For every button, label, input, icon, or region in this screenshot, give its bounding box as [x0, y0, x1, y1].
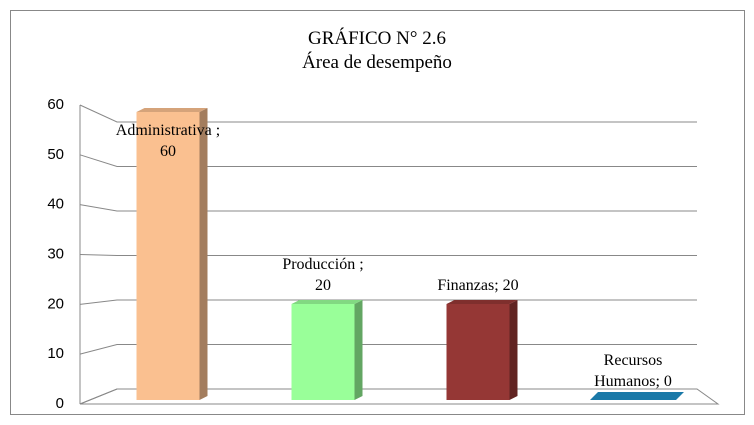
bar-side: [354, 300, 363, 400]
bar-top: [446, 300, 518, 304]
chart-subtitle: Área de desempeño: [302, 52, 452, 73]
y-tick-label: 20: [47, 295, 64, 312]
bar-top: [291, 300, 363, 304]
grid-line: [79, 254, 697, 256]
bar-top: [136, 108, 208, 112]
bar: [136, 112, 200, 400]
grid-line: [79, 154, 697, 167]
bar-side: [509, 300, 518, 400]
data-label: Finanzas; 20: [437, 277, 519, 294]
bar: [291, 304, 355, 400]
bar: [446, 304, 510, 400]
bar-side: [199, 108, 208, 400]
y-tick-label: 50: [47, 146, 64, 163]
data-label: Administrativa ; 60: [115, 122, 221, 160]
grid-line: [79, 204, 697, 212]
y-tick-label: 40: [47, 196, 64, 213]
y-tick-label: 0: [56, 395, 64, 412]
grid-line: [79, 104, 697, 123]
bar-top: [590, 392, 684, 400]
y-tick-label: 30: [47, 245, 64, 262]
data-label: Producción ; 20: [282, 256, 364, 294]
data-label: Recursos Humanos; 0: [594, 352, 672, 390]
y-tick-label: 10: [47, 345, 64, 362]
y-tick-label: 60: [47, 96, 64, 113]
frame: [10, 10, 745, 415]
chart-title: GRÁFICO N° 2.6: [308, 28, 446, 49]
